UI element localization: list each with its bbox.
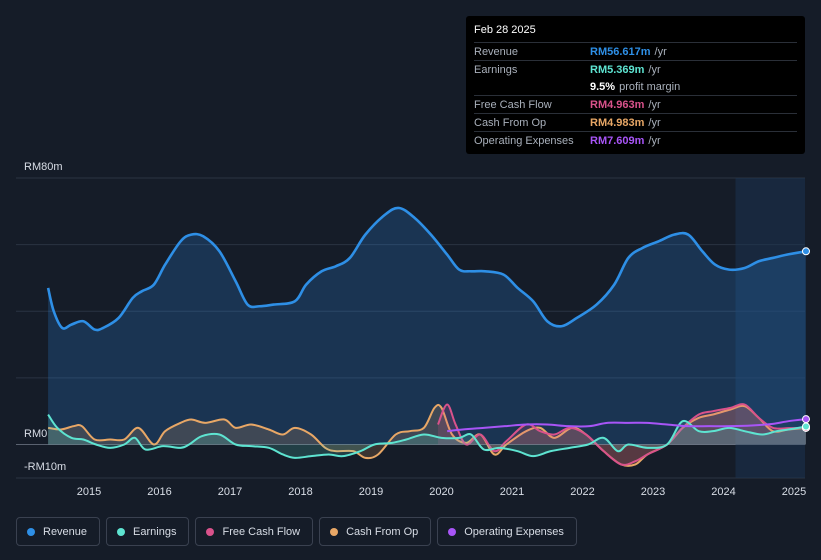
x-tick-label: 2017 <box>218 486 242 498</box>
x-tick-label: 2015 <box>77 486 101 498</box>
legend-dot-icon <box>206 527 215 536</box>
tooltip-value: RM7.609m <box>590 134 645 147</box>
tooltip-value: RM5.369m <box>590 63 645 76</box>
tooltip-label: Free Cash Flow <box>474 98 552 111</box>
tooltip-row-opex: Operating Expenses RM7.609m /yr <box>474 131 797 149</box>
legend-dot-icon <box>27 527 35 536</box>
tooltip: Feb 28 2025 Revenue RM56.617m /yr Earnin… <box>466 16 805 154</box>
operating-expenses-line <box>447 418 807 433</box>
tooltip-unit: /yr <box>654 45 667 58</box>
y-label-zero: RM0 <box>24 428 47 440</box>
earnings-area <box>48 414 806 458</box>
legend-item-free-cash-flow[interactable]: Free Cash Flow <box>195 517 314 546</box>
series-layer <box>46 206 807 467</box>
tooltip-unit: /yr <box>648 116 661 129</box>
x-tick-label: 2024 <box>711 486 735 498</box>
free-cash-flow-area <box>437 404 806 465</box>
legend-item-operating-expenses[interactable]: Operating Expenses <box>437 517 577 546</box>
legend-item-cash-from-op[interactable]: Cash From Op <box>319 517 432 546</box>
legend-dot-icon <box>117 527 126 536</box>
tooltip-label: Cash From Op <box>474 116 547 129</box>
x-tick-label: 2019 <box>359 486 383 498</box>
legend-item-revenue[interactable]: Revenue <box>16 517 101 546</box>
x-tick-label: 2016 <box>147 486 171 498</box>
x-tick-label: 2025 <box>782 486 806 498</box>
tooltip-unit: profit margin <box>619 80 681 93</box>
legend-label: Operating Expenses <box>464 525 564 538</box>
tooltip-value: RM4.963m <box>590 98 645 111</box>
revenue-end-point <box>801 247 810 256</box>
revenue-line <box>46 206 807 332</box>
legend-item-earnings[interactable]: Earnings <box>106 517 190 546</box>
revenue-area <box>48 207 806 445</box>
legend-label: Free Cash Flow <box>222 525 301 538</box>
tooltip-label: Revenue <box>474 45 519 58</box>
tooltip-row-revenue: Revenue RM56.617m /yr <box>474 42 797 60</box>
y-label-bottom: -RM10m <box>24 461 66 473</box>
legend-label: Earnings <box>133 525 177 538</box>
tooltip-unit: /yr <box>648 98 661 111</box>
tooltip-label: Earnings <box>474 63 518 76</box>
x-tick-label: 2021 <box>500 486 524 498</box>
x-tick-label: 2023 <box>641 486 665 498</box>
tooltip-label: Operating Expenses <box>474 134 574 147</box>
tooltip-date: Feb 28 2025 <box>474 24 536 36</box>
tooltip-value: RM56.617m <box>590 45 651 58</box>
tooltip-row-fcf: Free Cash Flow RM4.963m /yr <box>474 95 797 113</box>
y-label-top: RM80m <box>24 161 63 173</box>
x-tick-label: 2020 <box>429 486 453 498</box>
tooltip-row-earnings: Earnings RM5.369m /yr <box>474 60 797 78</box>
operating-expenses-end-point <box>801 415 810 424</box>
legend-label: Cash From Op <box>346 525 419 538</box>
end-markers <box>801 247 810 432</box>
tooltip-value: 9.5% <box>590 80 616 93</box>
legend: Revenue Earnings Free Cash Flow Cash Fro… <box>16 517 577 546</box>
free-cash-flow-line <box>437 403 807 466</box>
legend-label: Revenue <box>43 525 88 538</box>
x-tick-label: 2022 <box>570 486 594 498</box>
x-axis-ticks: 2015 2016 2017 2018 2019 2020 2021 2022 2023 2024… <box>77 486 806 498</box>
gridlines <box>16 177 805 479</box>
tooltip-unit: /yr <box>648 63 661 76</box>
legend-dot-icon <box>448 527 457 536</box>
tooltip-row-cfo: Cash From Op RM4.983m /yr <box>474 113 797 131</box>
tooltip-row-margin: 9.5% profit margin <box>474 78 797 95</box>
x-tick-label: 2018 <box>288 486 312 498</box>
earnings-end-point <box>801 422 810 431</box>
legend-dot-icon <box>330 527 339 536</box>
tooltip-unit: /yr <box>648 134 661 147</box>
tooltip-value: RM4.983m <box>590 116 645 129</box>
